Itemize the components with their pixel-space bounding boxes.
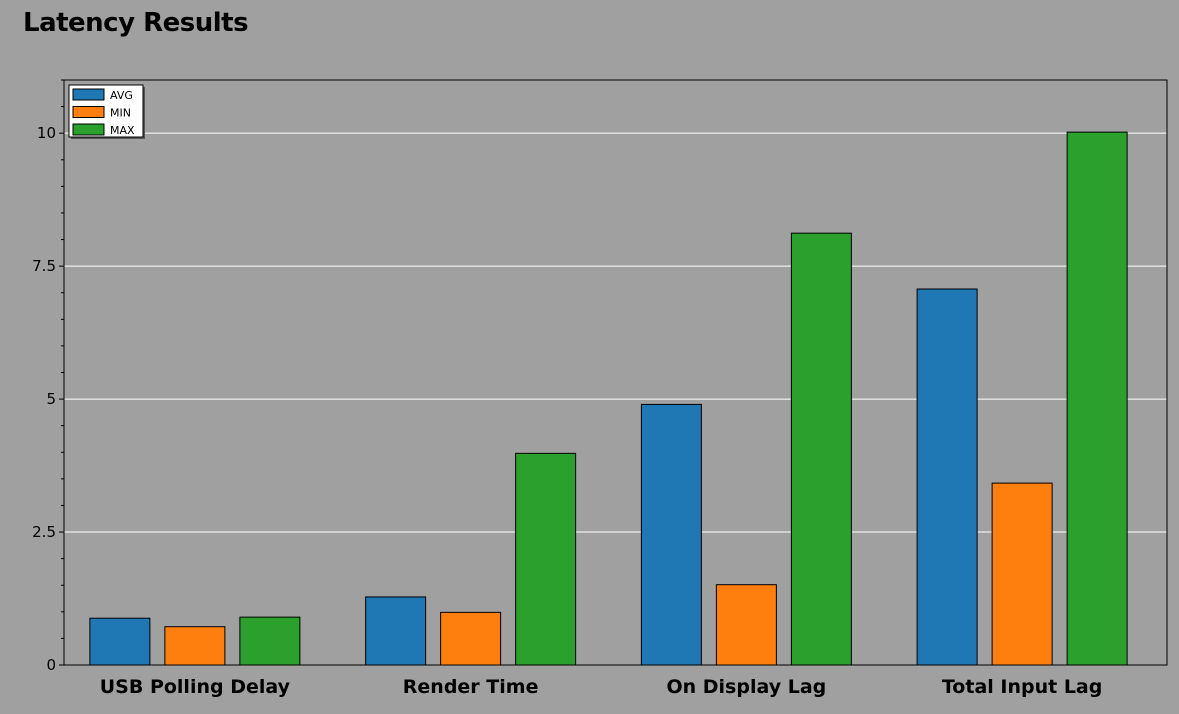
bar-avg bbox=[365, 596, 427, 666]
x-category-label: USB Polling Delay bbox=[100, 676, 291, 698]
legend-swatch-max bbox=[72, 123, 105, 136]
plot-frame bbox=[63, 79, 1168, 666]
legend-swatch-avg bbox=[72, 88, 105, 101]
bar-max bbox=[515, 452, 577, 666]
bar-max bbox=[790, 232, 852, 666]
bar-avg bbox=[916, 288, 978, 666]
bar-min bbox=[715, 584, 777, 666]
y-tick-label: 5 bbox=[46, 390, 56, 408]
bar-max bbox=[239, 616, 301, 666]
x-category-label: Total Input Lag bbox=[942, 676, 1102, 698]
bar-min bbox=[164, 626, 226, 666]
chart-title: Latency Results bbox=[23, 8, 249, 38]
x-category-label: On Display Lag bbox=[666, 676, 826, 698]
legend-swatch-min bbox=[72, 106, 105, 118]
y-tick-label: 0 bbox=[46, 656, 56, 674]
legend-label-avg: AVG bbox=[110, 89, 133, 102]
legend-label-min: MIN bbox=[110, 107, 131, 120]
bar-avg bbox=[640, 403, 702, 666]
bar-max bbox=[1066, 131, 1128, 666]
x-category-label: Render Time bbox=[403, 676, 539, 698]
legend-label-max: MAX bbox=[110, 124, 135, 137]
y-tick-label: 10 bbox=[37, 124, 56, 142]
bar-min bbox=[991, 482, 1053, 666]
plot-area bbox=[64, 80, 1167, 665]
y-tick-label: 7.5 bbox=[32, 257, 56, 275]
bar-min bbox=[440, 611, 502, 666]
y-tick-label: 2.5 bbox=[32, 523, 56, 541]
bar-avg bbox=[89, 617, 151, 666]
